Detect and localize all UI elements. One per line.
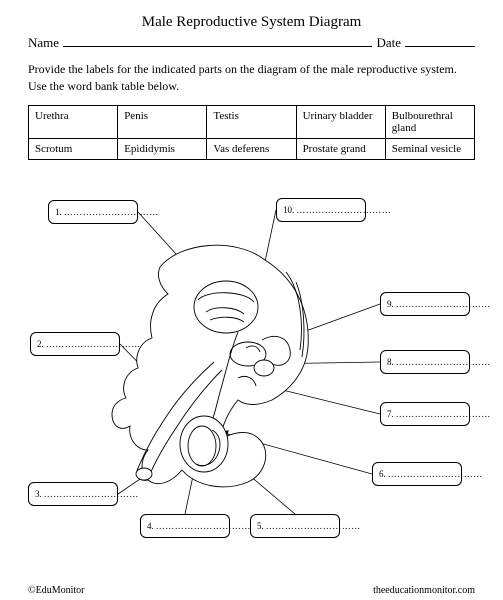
label-box-9[interactable]: 9.…………………………	[380, 292, 470, 316]
word-bank-cell: Seminal vesicle	[385, 138, 474, 159]
label-blank: …………………………	[396, 409, 491, 419]
label-blank: …………………………	[396, 299, 491, 309]
label-blank: …………………………	[64, 207, 159, 217]
label-number: 6.	[379, 469, 386, 479]
label-blank: …………………………	[266, 521, 361, 531]
header-row: Name Date	[28, 33, 475, 51]
word-bank-table: UrethraPenisTestisUrinary bladderBulbour…	[28, 105, 475, 160]
anatomy-svg	[0, 182, 503, 572]
label-box-7[interactable]: 7.…………………………	[380, 402, 470, 426]
label-number: 9.	[387, 299, 394, 309]
diagram-area: 1.…………………………2.…………………………3.…………………………4.………	[0, 182, 503, 572]
label-number: 5.	[257, 521, 264, 531]
label-box-8[interactable]: 8.…………………………	[380, 350, 470, 374]
footer-right: theeducationmonitor.com	[373, 585, 475, 596]
label-box-6[interactable]: 6.…………………………	[372, 462, 462, 486]
word-bank-cell: Epididymis	[118, 138, 207, 159]
word-bank-cell: Penis	[118, 105, 207, 138]
word-bank-cell: Scrotum	[29, 138, 118, 159]
word-bank-cell: Vas deferens	[207, 138, 296, 159]
label-box-4[interactable]: 4.…………………………	[140, 514, 230, 538]
label-blank: …………………………	[46, 339, 141, 349]
word-bank-cell: Urethra	[29, 105, 118, 138]
footer-left: ©EduMonitor	[28, 585, 84, 596]
label-number: 1.	[55, 207, 62, 217]
label-blank: …………………………	[396, 357, 491, 367]
label-box-1[interactable]: 1.…………………………	[48, 200, 138, 224]
word-bank-cell: Bulbourethral gland	[385, 105, 474, 138]
label-blank: …………………………	[296, 205, 391, 215]
word-bank-cell: Testis	[207, 105, 296, 138]
label-box-3[interactable]: 3.…………………………	[28, 482, 118, 506]
label-blank: …………………………	[44, 489, 139, 499]
instructions-text: Provide the labels for the indicated par…	[28, 61, 475, 95]
label-blank: …………………………	[156, 521, 251, 531]
page-title: Male Reproductive System Diagram	[28, 14, 475, 31]
date-label: Date	[376, 35, 401, 51]
word-bank-cell: Urinary bladder	[296, 105, 385, 138]
date-input-line[interactable]	[405, 33, 475, 47]
footer: ©EduMonitor theeducationmonitor.com	[28, 585, 475, 596]
label-box-2[interactable]: 2.…………………………	[30, 332, 120, 356]
label-number: 3.	[35, 489, 42, 499]
name-input-line[interactable]	[63, 33, 372, 47]
name-label: Name	[28, 35, 59, 51]
label-number: 7.	[387, 409, 394, 419]
label-number: 2.	[37, 339, 44, 349]
label-box-5[interactable]: 5.…………………………	[250, 514, 340, 538]
label-number: 10.	[283, 205, 294, 215]
label-number: 8.	[387, 357, 394, 367]
label-box-10[interactable]: 10.…………………………	[276, 198, 366, 222]
word-bank-cell: Prostate grand	[296, 138, 385, 159]
label-number: 4.	[147, 521, 154, 531]
label-blank: …………………………	[388, 469, 483, 479]
